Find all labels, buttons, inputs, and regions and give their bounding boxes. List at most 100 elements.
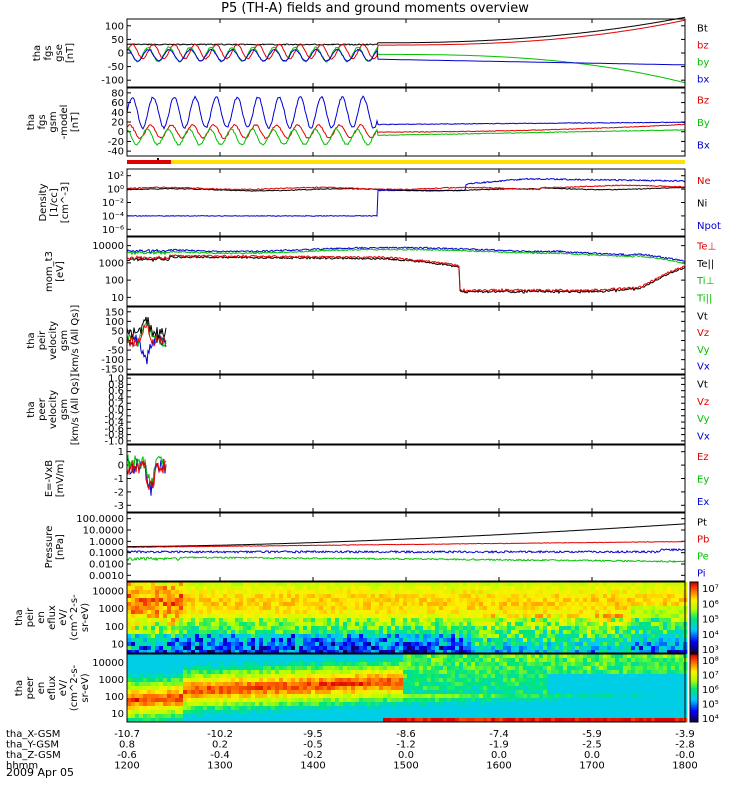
heatmap-cell: [355, 614, 359, 618]
heatmap-cell: [171, 638, 175, 642]
heatmap-cell: [419, 658, 423, 662]
heatmap-cell: [475, 642, 479, 646]
heatmap-cell: [607, 642, 611, 646]
heatmap-cell: [419, 698, 423, 702]
heatmap-cell: [355, 582, 359, 586]
heatmap-cell: [555, 630, 559, 634]
heatmap-cell: [387, 662, 391, 666]
heatmap-cell: [267, 686, 271, 690]
legend-entry: Ey: [697, 475, 709, 486]
heatmap-cell: [451, 694, 455, 698]
heatmap-cell: [571, 678, 575, 682]
heatmap-cell: [451, 690, 455, 694]
heatmap-cell: [291, 666, 295, 670]
heatmap-cell: [399, 590, 403, 594]
heatmap-cell: [163, 618, 167, 622]
heatmap-cell: [291, 642, 295, 646]
heatmap-cell: [519, 654, 523, 658]
heatmap-cell: [199, 678, 203, 682]
heatmap-cell: [343, 714, 347, 718]
heatmap-cell: [387, 658, 391, 662]
heatmap-cell: [383, 586, 387, 590]
heatmap-cell: [663, 646, 667, 650]
heatmap-cell: [167, 606, 171, 610]
heatmap-cell: [479, 614, 483, 618]
heatmap-cell: [403, 682, 407, 686]
heatmap-cell: [151, 678, 155, 682]
heatmap-cell: [347, 646, 351, 650]
heatmap-cell: [327, 690, 331, 694]
heatmap-cell: [595, 634, 599, 638]
heatmap-cell: [171, 610, 175, 614]
heatmap-cell: [475, 686, 479, 690]
heatmap-cell: [151, 590, 155, 594]
heatmap-cell: [279, 694, 283, 698]
heatmap-cell: [363, 710, 367, 714]
heatmap-cell: [559, 606, 563, 610]
series-bz: [127, 20, 685, 59]
heatmap-cell: [239, 674, 243, 678]
heatmap-cell: [679, 606, 683, 610]
heatmap-cell: [303, 642, 307, 646]
heatmap-cell: [547, 642, 551, 646]
heatmap-cell: [407, 618, 411, 622]
heatmap-cell: [467, 662, 471, 666]
heatmap-cell: [419, 670, 423, 674]
heatmap-cell: [443, 702, 447, 706]
heatmap-cell: [571, 714, 575, 718]
heatmap-cell: [195, 582, 199, 586]
heatmap-cell: [375, 622, 379, 626]
heatmap-cell: [379, 698, 383, 702]
heatmap-cell: [503, 590, 507, 594]
heatmap-cell: [351, 682, 355, 686]
heatmap-cell: [615, 626, 619, 630]
heatmap-cell: [467, 622, 471, 626]
heatmap-cell: [287, 586, 291, 590]
heatmap-cell: [419, 618, 423, 622]
heatmap-cell: [447, 698, 451, 702]
heatmap-cell: [227, 630, 231, 634]
heatmap-cell: [195, 682, 199, 686]
heatmap-cell: [187, 642, 191, 646]
heatmap-cell: [183, 586, 187, 590]
heatmap-cell: [439, 602, 443, 606]
heatmap-cell: [207, 606, 211, 610]
heatmap-cell: [147, 686, 151, 690]
heatmap-cell: [511, 662, 515, 666]
heatmap-cell: [503, 706, 507, 710]
heatmap-cell: [623, 602, 627, 606]
heatmap-cell: [315, 690, 319, 694]
heatmap-cell: [151, 690, 155, 694]
legend-entry: Pt: [697, 518, 707, 529]
heatmap-cell: [475, 618, 479, 622]
heatmap-cell: [555, 686, 559, 690]
heatmap-cell: [391, 606, 395, 610]
heatmap-cell: [207, 630, 211, 634]
heatmap-cell: [135, 590, 139, 594]
heatmap-cell: [355, 618, 359, 622]
heatmap-cell: [583, 682, 587, 686]
y-tick-label: -3: [114, 501, 124, 512]
heatmap-cell: [263, 638, 267, 642]
heatmap-cell: [135, 582, 139, 586]
heatmap-cell: [307, 626, 311, 630]
heatmap-cell: [311, 586, 315, 590]
heatmap-cell: [591, 614, 595, 618]
heatmap-cell: [507, 706, 511, 710]
legend-entry: Vx: [697, 431, 710, 442]
heatmap-cell: [311, 618, 315, 622]
heatmap-cell: [539, 634, 543, 638]
heatmap-cell: [335, 618, 339, 622]
heatmap-cell: [415, 642, 419, 646]
heatmap-cell: [371, 642, 375, 646]
heatmap-cell: [427, 626, 431, 630]
heatmap-cell: [631, 594, 635, 598]
legend-entry: Pb: [697, 535, 709, 546]
heatmap-cell: [499, 674, 503, 678]
heatmap-cell: [511, 674, 515, 678]
heatmap-cell: [559, 582, 563, 586]
heatmap-cell: [523, 666, 527, 670]
heatmap-cell: [627, 642, 631, 646]
heatmap-cell: [159, 658, 163, 662]
heatmap-cell: [267, 706, 271, 710]
